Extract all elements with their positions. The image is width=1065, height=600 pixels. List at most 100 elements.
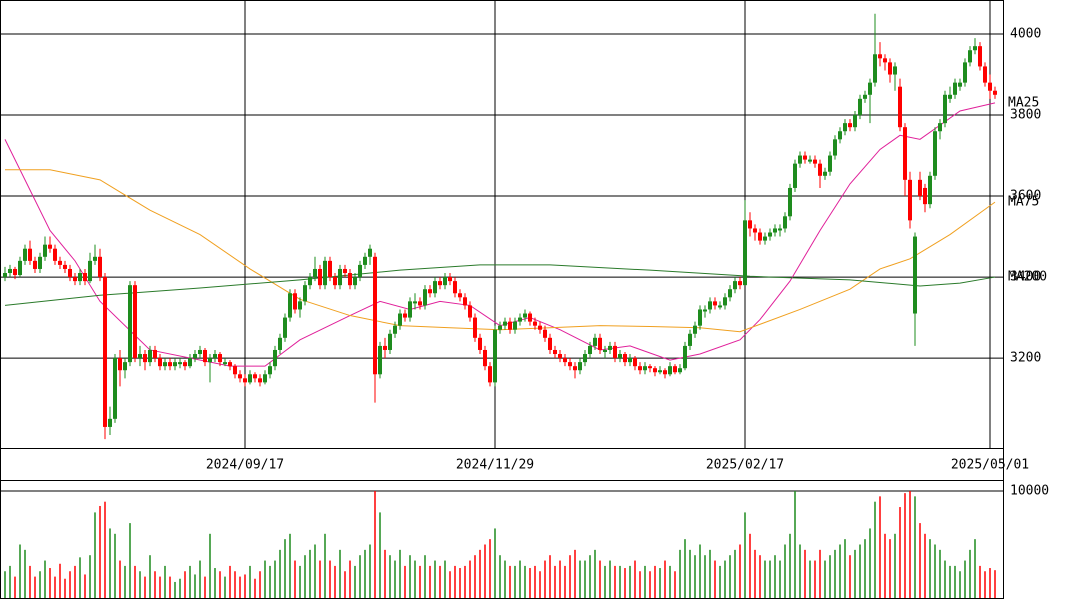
candle-body <box>303 285 307 302</box>
volume-bar <box>44 560 46 598</box>
candle-body <box>978 46 982 67</box>
volume-bar <box>14 576 16 598</box>
volume-bar <box>314 544 316 598</box>
volume-bar <box>779 560 781 598</box>
volume-bar <box>144 576 146 598</box>
candle-body <box>583 354 587 363</box>
candle-body <box>868 82 872 95</box>
volume-bar <box>739 544 741 598</box>
moving-average-line <box>5 169 996 333</box>
candle-body <box>348 273 352 286</box>
volume-bar <box>94 512 96 598</box>
volume-bar <box>759 555 761 598</box>
volume-bar <box>509 565 511 598</box>
volume-bar <box>129 523 131 598</box>
volume-bar <box>904 493 906 598</box>
candle-body <box>183 362 187 367</box>
volume-bar <box>844 539 846 598</box>
volume-bar <box>744 512 746 598</box>
candle-body <box>698 309 702 326</box>
candle-body <box>423 289 427 306</box>
volume-bar <box>899 507 901 598</box>
volume-bar <box>774 555 776 598</box>
volume-bar <box>839 544 841 598</box>
candle-body <box>168 362 172 367</box>
volume-bar <box>374 490 376 598</box>
candle-body <box>233 366 237 375</box>
candle-body <box>588 345 592 355</box>
candle-body <box>888 62 892 75</box>
candle-body <box>643 366 647 371</box>
candle-body <box>703 309 707 312</box>
volume-bar <box>974 539 976 598</box>
candle-body <box>218 354 222 363</box>
candle-body <box>443 277 447 286</box>
volume-bar <box>629 565 631 598</box>
volume-bar <box>99 505 101 598</box>
candle-body <box>563 358 567 363</box>
candle-body <box>178 362 182 365</box>
candle-body <box>653 368 657 373</box>
volume-bar <box>149 555 151 598</box>
volume-bar <box>179 578 181 598</box>
candle-body <box>498 325 502 330</box>
volume-bar <box>54 576 56 598</box>
candle-body <box>793 163 797 188</box>
candle-body <box>753 228 757 233</box>
candle-body <box>53 248 57 261</box>
volume-bar <box>529 568 531 598</box>
volume-bar <box>69 571 71 598</box>
volume-bar <box>419 565 421 598</box>
candle-body <box>858 98 862 116</box>
candle-body <box>418 301 422 306</box>
candle-body <box>658 370 662 373</box>
candle-body <box>528 313 532 322</box>
volume-bar <box>709 549 711 598</box>
volume-bar <box>84 574 86 598</box>
candle-body <box>568 362 572 367</box>
volume-bar <box>369 544 371 598</box>
candle-body <box>278 337 282 350</box>
candle-body <box>368 248 372 257</box>
volume-bar <box>184 571 186 598</box>
volume-bar <box>159 576 161 598</box>
candle-body <box>123 362 127 371</box>
volume-bar <box>849 555 851 598</box>
candle-body <box>913 236 917 314</box>
candle-body <box>493 329 497 383</box>
candle-body <box>293 293 297 310</box>
candle-body <box>763 236 767 241</box>
candle-body <box>433 281 437 294</box>
volume-bar <box>284 539 286 598</box>
volume-bar <box>289 533 291 598</box>
volume-bar <box>329 560 331 598</box>
volume-bar <box>254 578 256 598</box>
candle-body <box>198 349 202 355</box>
volume-bar <box>24 549 26 598</box>
candle-body <box>203 349 207 363</box>
volume-bar <box>479 549 481 598</box>
volume-bar <box>349 560 351 598</box>
volume-bar <box>559 560 561 598</box>
candle-body <box>88 260 92 282</box>
candle-body <box>23 248 27 261</box>
candle-body <box>973 46 977 51</box>
volume-bar <box>679 549 681 598</box>
volume-bar <box>469 560 471 598</box>
volume-bar <box>794 490 796 598</box>
volume-bar <box>359 555 361 598</box>
volume-bar <box>724 560 726 598</box>
volume-bar <box>189 565 191 598</box>
volume-bar <box>569 555 571 598</box>
volume-bar <box>804 549 806 598</box>
volume-bar <box>669 565 671 598</box>
volume-bar <box>34 576 36 598</box>
candle-body <box>728 289 732 298</box>
volume-bar <box>784 544 786 598</box>
volume-bar <box>854 549 856 598</box>
candle-body <box>483 349 487 367</box>
candle-body <box>388 333 392 350</box>
candle-body <box>268 366 272 375</box>
y-tick-label: 3400 <box>1010 270 1041 285</box>
candle-body <box>723 297 727 306</box>
